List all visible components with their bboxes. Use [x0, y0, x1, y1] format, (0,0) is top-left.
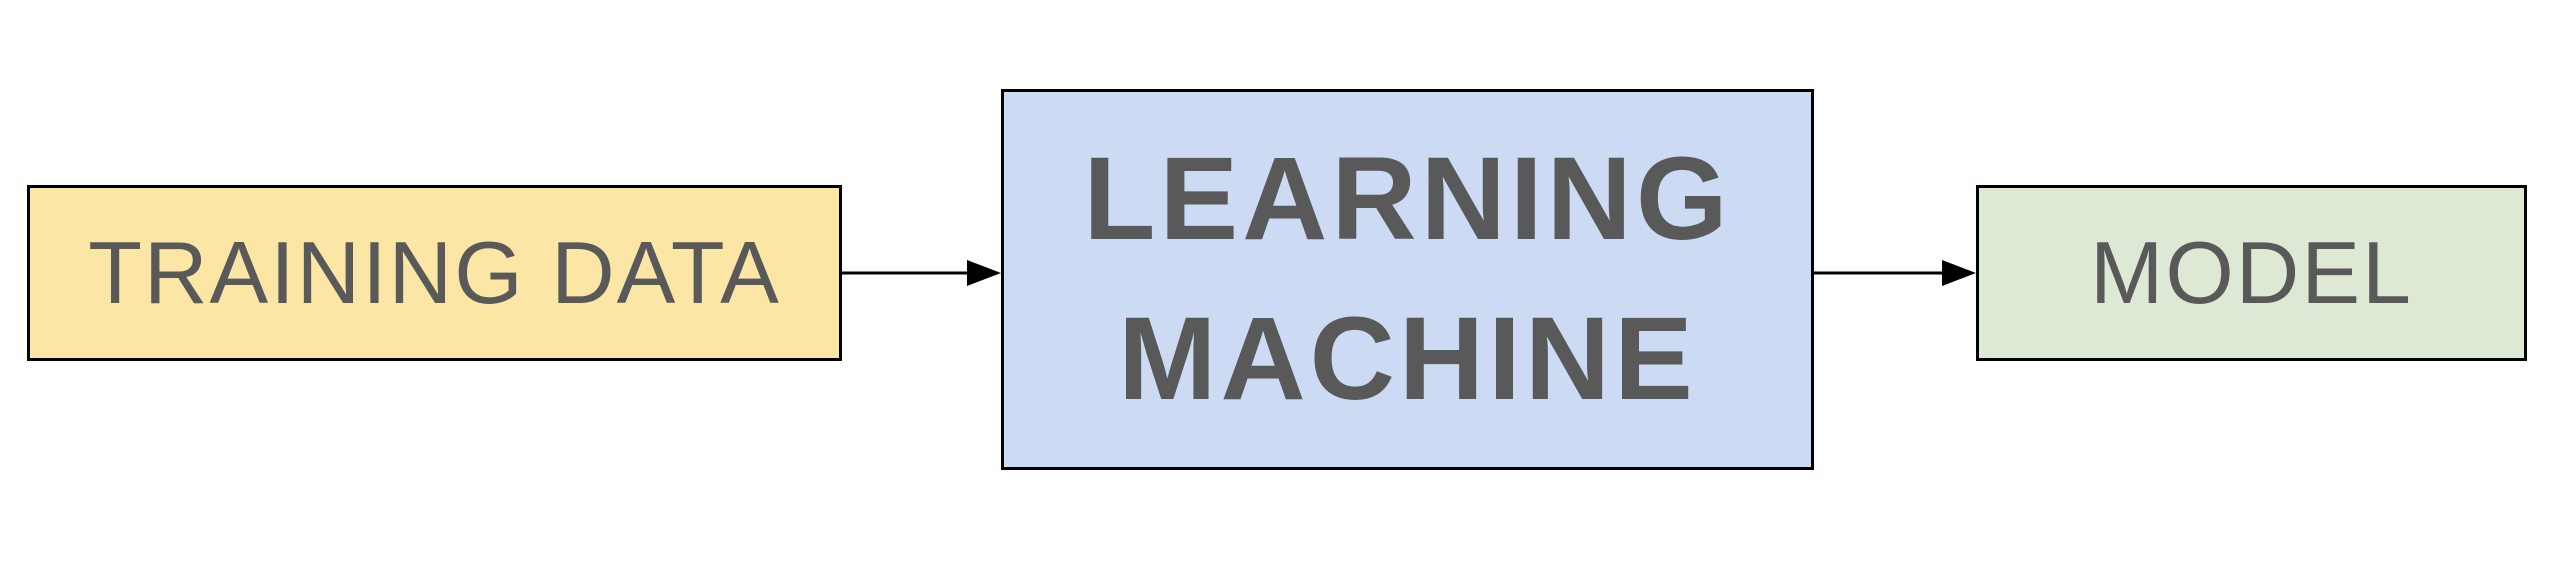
arrowhead-icon [1942, 260, 1976, 286]
learning-machine-label-line2: MACHINE [1118, 292, 1697, 425]
arrowhead-icon [967, 260, 1001, 286]
training-data-label: TRAINING DATA [88, 223, 781, 322]
model-label: MODEL [2090, 223, 2413, 322]
learning-machine-label-line1: LEARNING [1083, 133, 1732, 266]
learning-machine-box: LEARNING MACHINE [1001, 89, 1814, 470]
arrow-training-to-learning [842, 260, 1001, 286]
arrow-learning-to-model [1814, 260, 1976, 286]
training-data-box: TRAINING DATA [27, 185, 842, 361]
model-box: MODEL [1976, 185, 2527, 361]
